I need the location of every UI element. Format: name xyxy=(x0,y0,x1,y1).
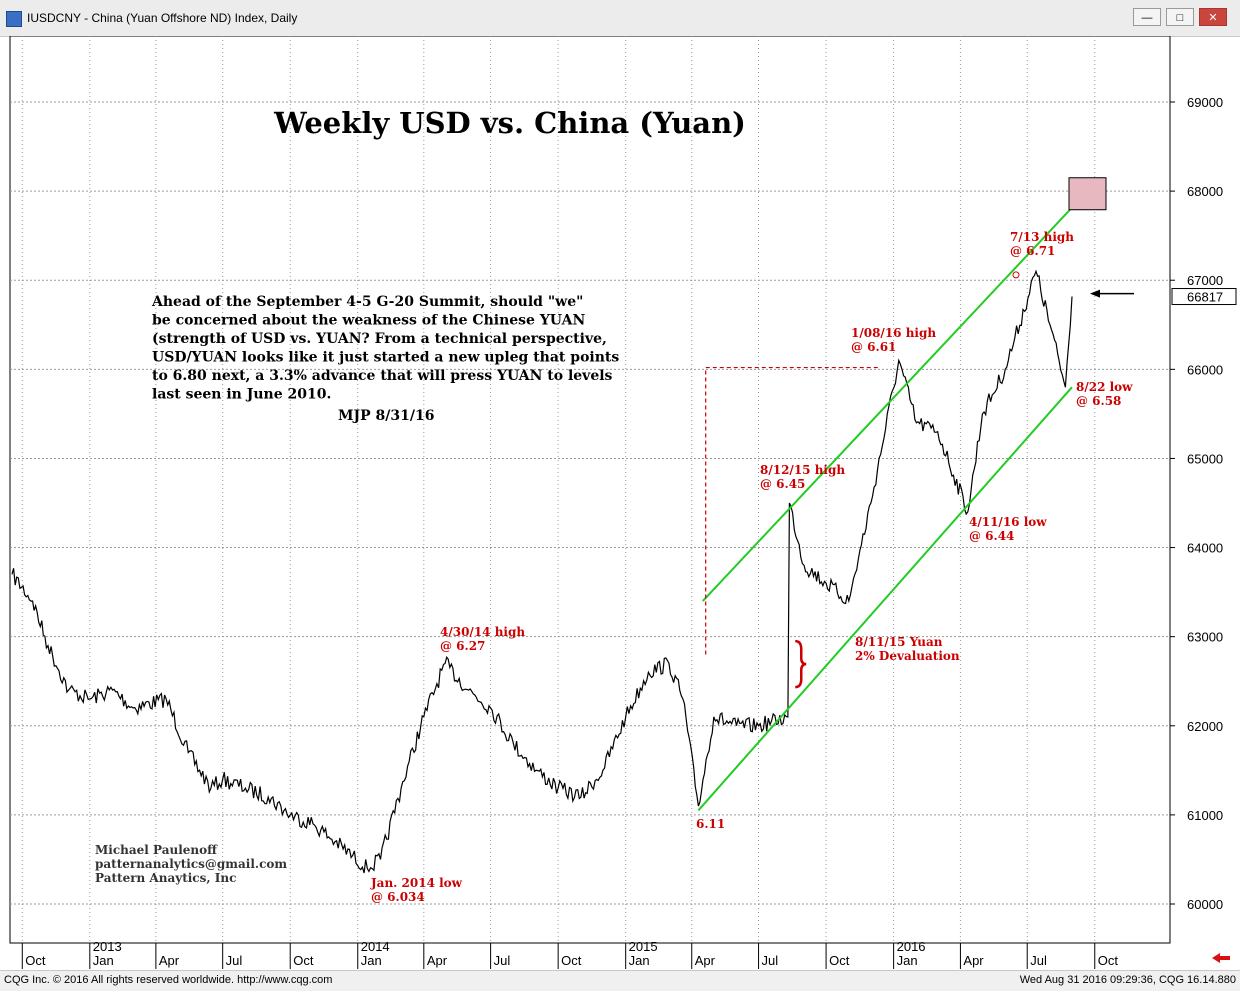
x-month-label: Jan xyxy=(361,953,382,968)
x-axis: Oct Jan Apr Jul Oct Jan Apr Jul Oct Jan Apr Jul Oct J… xyxy=(10,939,1170,969)
x-month-label: Apr xyxy=(963,953,984,968)
price-series xyxy=(11,269,1073,874)
signature: MJP 8/31/16 xyxy=(338,408,434,424)
chart-grid xyxy=(9,36,1171,944)
annotation-label: 8/22 low xyxy=(1076,380,1133,394)
y-tick-label: 61000 xyxy=(1187,808,1223,823)
status-bar: CQG Inc. © 2016 All rights reserved worl… xyxy=(0,970,1240,991)
y-tick-label: 60000 xyxy=(1187,897,1223,912)
annotation-label: 6.11 xyxy=(696,817,725,831)
annotation-label: @ 6.58 xyxy=(1076,394,1121,408)
x-year-label: 2014 xyxy=(361,939,390,954)
author-line: Pattern Anaytics, Inc xyxy=(95,871,236,885)
chart-annotations: 4/30/14 high@ 6.27 Jan. 2014 low@ 6.034 6.… xyxy=(370,230,1133,904)
annotation-label: @ 6.034 xyxy=(371,890,425,904)
x-month-label: Apr xyxy=(159,953,180,968)
last-price-label: 66817 xyxy=(1187,290,1223,305)
annotation-label: @ 6.71 xyxy=(1010,244,1055,258)
y-tick-label: 65000 xyxy=(1187,451,1223,466)
x-month-label: Jul xyxy=(226,953,243,968)
y-axis-ticks: 60000 61000 62000 63000 64000 65000 66000 67000… xyxy=(1170,95,1223,912)
x-month-label: Oct xyxy=(561,953,582,968)
annotation-label: 8/12/15 high xyxy=(760,463,845,477)
x-month-label: Jul xyxy=(1030,953,1047,968)
last-price-box xyxy=(1171,288,1237,306)
copyright-text: CQG Inc. © 2016 All rights reserved worl… xyxy=(4,974,333,986)
x-month-label: Apr xyxy=(427,953,448,968)
price-line xyxy=(11,269,1073,874)
y-tick-label: 64000 xyxy=(1187,541,1223,556)
close-button[interactable]: ✕ xyxy=(1199,8,1227,26)
annotation-label: 1/08/16 high xyxy=(851,326,936,340)
annotation-label: 2% Devaluation xyxy=(855,649,960,663)
scroll-left-icon[interactable] xyxy=(1212,953,1230,963)
commentary-line: Ahead of the September 4-5 G-20 Summit, … xyxy=(151,294,583,310)
annotation-label: 7/13 high xyxy=(1010,230,1074,244)
commentary-line: be concerned about the weakness of the C… xyxy=(152,313,585,329)
commentary-line: last seen in June 2010. xyxy=(152,387,331,403)
commentary-line: to 6.80 next, a 3.3% advance that will p… xyxy=(152,368,613,384)
x-month-label: Jan xyxy=(93,953,114,968)
window-title: IUSDCNY - China (Yuan Offshore ND) Index… xyxy=(27,11,298,25)
x-month-label: Oct xyxy=(293,953,314,968)
y-tick-label: 68000 xyxy=(1187,184,1223,199)
x-year-label: 2015 xyxy=(629,939,658,954)
high-marker xyxy=(1012,271,1020,279)
upper-channel-line xyxy=(702,177,1101,602)
annotation-label: @ 6.61 xyxy=(851,340,896,354)
x-year-label: 2013 xyxy=(93,939,122,954)
app-icon xyxy=(6,11,22,27)
commentary-line: USD/YUAN looks like it just started a ne… xyxy=(152,350,619,366)
minimize-button[interactable]: — xyxy=(1133,8,1161,26)
annotation-label: @ 6.27 xyxy=(440,639,485,653)
annotation-label: Jan. 2014 low xyxy=(370,876,463,890)
chart-texts: Weekly USD vs. China (Yuan) Ahead of the … xyxy=(95,106,746,885)
x-month-label: Apr xyxy=(695,953,716,968)
commentary-line: (strength of USD vs. YUAN? From a techni… xyxy=(152,331,607,347)
price-chart: 60000 61000 62000 63000 64000 65000 66000 67000… xyxy=(9,36,1237,969)
annotation-label: @ 6.45 xyxy=(760,477,805,491)
timestamp-text: Wed Aug 31 2016 09:29:36, CQG 16.14.880 xyxy=(1019,974,1236,986)
x-month-label: Jul xyxy=(762,953,779,968)
arrow-head xyxy=(1090,289,1100,298)
y-tick-label: 67000 xyxy=(1187,273,1223,288)
x-year-label: 2016 xyxy=(897,939,926,954)
x-month-label: Oct xyxy=(829,953,850,968)
author-line: patternanalytics@gmail.com xyxy=(95,857,287,871)
x-month-label: Jan xyxy=(629,953,650,968)
annotation-label: 4/11/16 low xyxy=(969,515,1047,529)
window-titlebar: IUSDCNY - China (Yuan Offshore ND) Index… xyxy=(0,0,1240,37)
target-box xyxy=(1068,177,1107,211)
author-line: Michael Paulenoff xyxy=(95,843,218,857)
chart-title: Weekly USD vs. China (Yuan) xyxy=(273,106,746,140)
y-tick-label: 66000 xyxy=(1187,362,1223,377)
annotation-label: 8/11/15 Yuan xyxy=(855,635,943,649)
annotation-label: 4/30/14 high xyxy=(440,625,525,639)
y-tick-label: 63000 xyxy=(1187,630,1223,645)
x-month-label: Oct xyxy=(25,953,46,968)
x-month-label: Oct xyxy=(1098,953,1119,968)
chart-overlays: 66817 xyxy=(697,177,1237,963)
annotation-label: @ 6.44 xyxy=(969,529,1014,543)
x-month-label: Jul xyxy=(494,953,511,968)
restore-button[interactable]: □ xyxy=(1166,8,1194,26)
lower-channel-line xyxy=(697,386,1073,812)
y-tick-label: 69000 xyxy=(1187,95,1223,110)
y-tick-label: 62000 xyxy=(1187,719,1223,734)
x-month-label: Jan xyxy=(897,953,918,968)
